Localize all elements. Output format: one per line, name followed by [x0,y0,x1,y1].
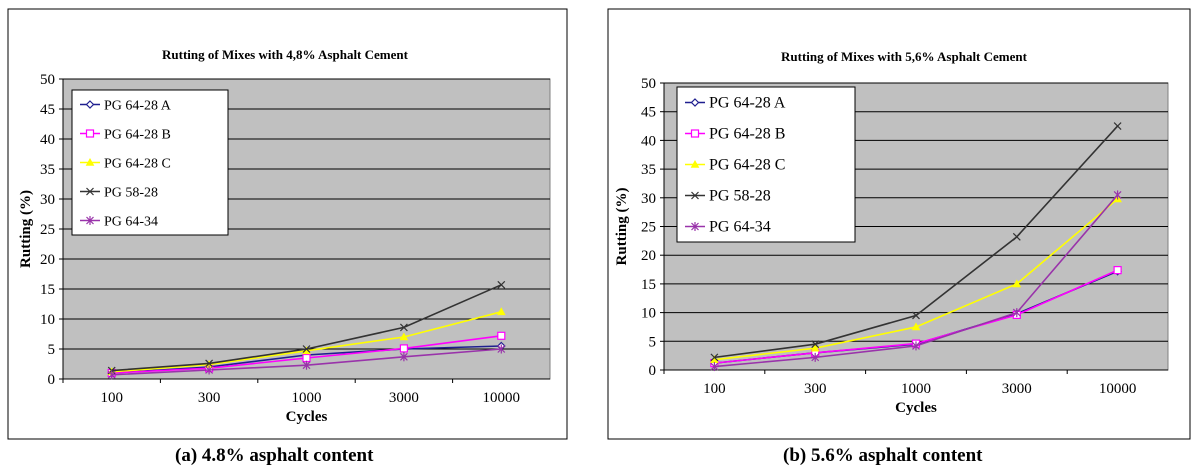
c1-legend-label: PG 64-34 [709,219,771,236]
c0-data-point-3 [399,332,409,341]
c0-legend-marker [85,100,95,109]
c0-legend-label: PG 64-34 [104,215,158,230]
c1-y-tick-label: 40 [641,133,656,149]
caption-b: (b) 5.6% asphalt content [783,445,983,466]
c1-legend-marker [691,191,699,200]
c1-legend-label: PG 58-28 [709,188,771,205]
c1-chart-title: Rutting of Mixes with 5,6% Asphalt Cemen… [781,49,1028,64]
c1-data-point-4 [811,340,820,349]
c1-legend-label: PG 64-28 A [709,95,786,112]
c1-y-axis-label: Rutting (%) [614,188,630,266]
c0-legend-label: PG 64-28 C [104,157,171,172]
c1-y-tick-label: 20 [641,248,656,264]
c1-data-point-3 [810,343,820,352]
c1-legend [676,86,856,243]
c0-y-tick-label: 0 [48,372,56,388]
c1-x-tick-label: 300 [804,381,827,397]
c1-legend-marker [690,129,700,138]
c0-data-point-4 [302,345,311,353]
c0-data-point-4 [399,323,408,332]
c0-data-point-2 [302,353,311,363]
c1-data-point-2 [1113,266,1122,275]
c0-y-tick-label: 50 [40,72,55,88]
c0-chart-title: Rutting of Mixes with 4,8% Asphalt Cemen… [162,47,409,62]
c1-legend-label: PG 64-28 B [709,126,785,143]
c1-data-point-5 [1012,308,1021,318]
c0-legend-marker [86,216,94,225]
c0-x-tick-label: 100 [100,390,123,406]
rutting-chart-b: Rutting of Mixes with 5,6% Asphalt Cemen… [607,8,1191,440]
c1-y-tick-label: 25 [641,220,656,236]
c1-x-tick-label: 10000 [1099,381,1137,397]
c1-legend-marker [690,98,700,107]
caption-a: (a) 4.8% asphalt content [175,445,374,466]
c1-y-tick-label: 0 [649,363,657,379]
c0-y-tick-label: 5 [48,342,56,358]
rutting-chart-a: Rutting of Mixes with 4,8% Asphalt Cemen… [7,8,568,440]
c1-x-axis-label: Cycles [895,400,937,416]
c1-y-tick-label: 35 [641,162,656,178]
chart-panel-b: Rutting of Mixes with 5,6% Asphalt Cemen… [600,0,1193,470]
c1-data-point-4 [1012,232,1021,241]
c0-x-axis-label: Cycles [286,409,328,425]
c1-legend-marker [690,159,700,168]
c0-data-point-2 [399,344,408,353]
c0-y-tick-label: 35 [40,162,55,178]
c0-legend-label: PG 64-28 B [104,128,171,143]
c0-x-tick-label: 10000 [483,390,521,406]
c1-y-tick-label: 10 [641,306,656,322]
c1-x-tick-label: 100 [703,381,726,397]
c1-data-point-5 [710,362,719,372]
c1-x-tick-label: 3000 [1002,381,1032,397]
c0-x-tick-label: 1000 [292,390,322,406]
c0-legend-marker [85,157,95,166]
c0-legend-marker [86,187,94,196]
c0-y-tick-label: 15 [40,282,55,298]
c0-y-tick-label: 10 [40,312,55,328]
c0-data-point-5 [302,360,311,370]
c0-data-point-2 [497,331,506,340]
c0-y-axis-label: Rutting (%) [18,190,34,268]
c0-y-tick-label: 40 [40,132,55,148]
c0-y-tick-label: 25 [40,222,55,238]
c1-data-point-3 [911,322,921,331]
c0-y-tick-label: 20 [40,252,55,268]
c1-y-tick-label: 15 [641,277,656,293]
c1-data-point-4 [1113,122,1122,130]
c1-y-tick-label: 5 [649,334,657,350]
c0-x-tick-label: 300 [198,390,221,406]
c1-legend-marker [691,222,699,231]
c1-data-point-5 [811,352,820,362]
c0-data-point-4 [497,280,506,289]
c1-y-tick-label: 50 [641,76,656,92]
c0-y-tick-label: 30 [40,192,55,208]
c1-data-point-3 [1012,279,1022,288]
c1-data-point-4 [710,353,719,362]
c0-x-tick-label: 3000 [389,390,419,406]
c1-y-tick-label: 45 [641,105,656,121]
c0-y-tick-label: 45 [40,102,55,118]
c0-data-point-5 [205,365,214,375]
c1-legend-label: PG 64-28 C [709,157,785,174]
c1-x-tick-label: 1000 [901,381,931,397]
c0-legend-label: PG 64-28 A [104,99,172,114]
c1-data-point-4 [912,311,920,320]
c1-data-point-5 [1113,190,1122,200]
c1-data-point-5 [912,341,920,351]
c0-data-point-5 [107,370,116,380]
c0-legend-marker [85,129,95,138]
c0-data-point-4 [205,359,214,368]
c0-data-point-3 [496,307,506,316]
c0-legend-label: PG 58-28 [104,186,158,201]
chart-panel-a: Rutting of Mixes with 4,8% Asphalt Cemen… [0,0,570,470]
c0-data-point-5 [497,344,506,354]
c1-y-tick-label: 30 [641,191,656,207]
c0-data-point-5 [399,352,408,362]
